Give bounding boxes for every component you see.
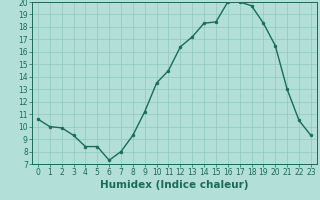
X-axis label: Humidex (Indice chaleur): Humidex (Indice chaleur) xyxy=(100,180,249,190)
